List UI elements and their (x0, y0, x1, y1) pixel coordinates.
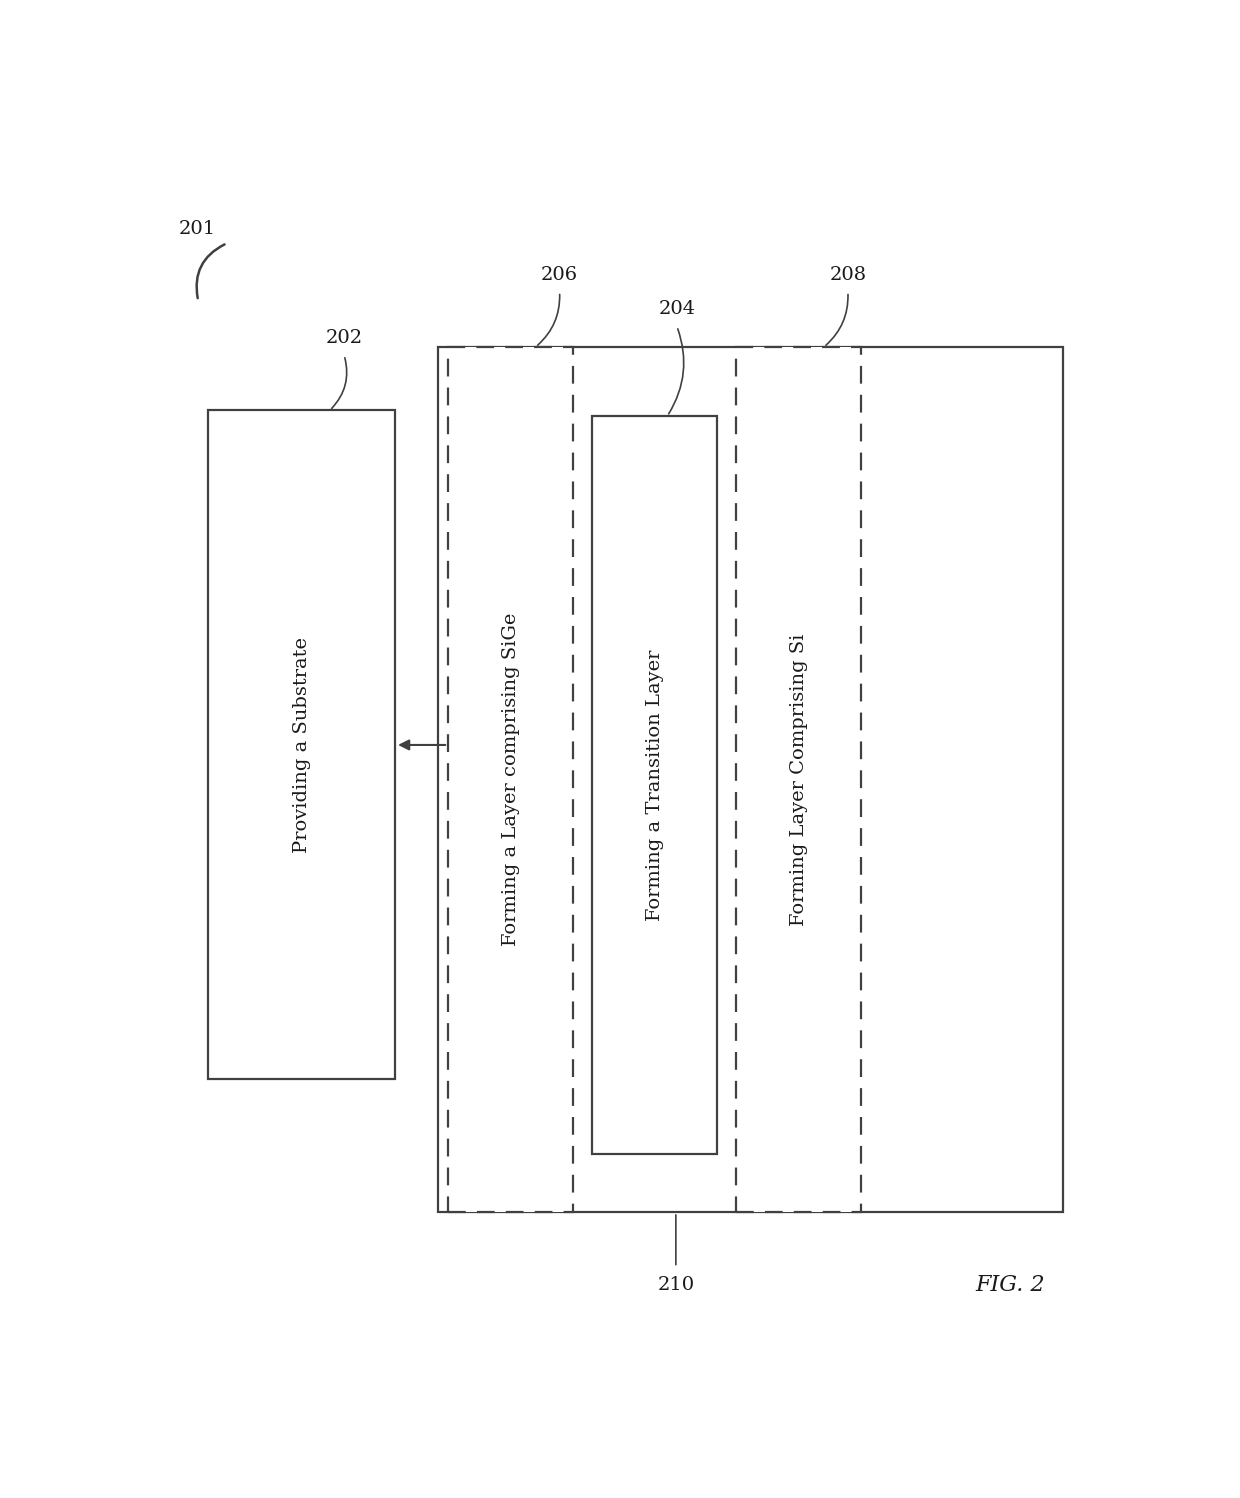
Text: Forming a Transition Layer: Forming a Transition Layer (646, 650, 663, 921)
Text: 206: 206 (541, 265, 578, 283)
Text: 208: 208 (830, 265, 867, 283)
Bar (593, 416, 717, 1155)
Text: 201: 201 (179, 220, 216, 238)
Bar (737, 348, 862, 1212)
Bar (439, 348, 1063, 1212)
Text: 202: 202 (326, 330, 362, 348)
Text: Forming a Layer comprising SiGe: Forming a Layer comprising SiGe (501, 613, 520, 947)
Bar (448, 348, 573, 1212)
Text: FIG. 2: FIG. 2 (976, 1275, 1045, 1296)
Text: 210: 210 (657, 1276, 694, 1294)
Text: Providing a Substrate: Providing a Substrate (293, 637, 310, 852)
Bar (208, 410, 396, 1080)
Text: Forming Layer Comprising Si: Forming Layer Comprising Si (790, 634, 808, 926)
Text: 204: 204 (658, 300, 696, 318)
